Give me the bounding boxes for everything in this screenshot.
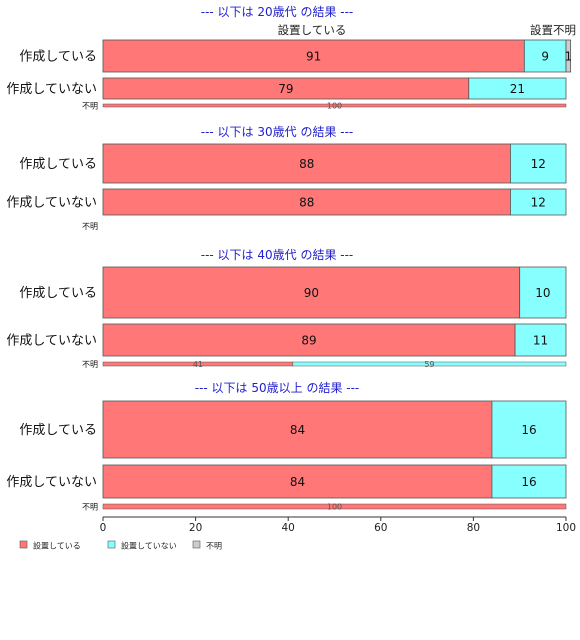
- x-tick-label: 60: [374, 522, 387, 534]
- row-label: 不明: [82, 360, 98, 369]
- legend-label: 設置している: [33, 541, 81, 551]
- data-label: 100: [327, 102, 342, 111]
- row-label: 作成している: [19, 50, 97, 65]
- data-label: 12: [531, 196, 546, 210]
- data-label: 89: [301, 334, 316, 348]
- bar-segment: [102, 503, 567, 510]
- bar-segment: [491, 400, 567, 459]
- bar-segment: [510, 143, 567, 184]
- bar-segment: [510, 188, 567, 216]
- data-label: 12: [531, 157, 546, 171]
- bar-segment: [292, 361, 567, 367]
- top-label-series: 設置している: [278, 23, 347, 37]
- bar-segment: [102, 323, 516, 357]
- x-tick-label: 20: [189, 522, 202, 534]
- data-label: 79: [278, 82, 293, 96]
- data-label: 90: [304, 286, 319, 300]
- row-label: 不明: [82, 102, 98, 111]
- panel-title: --- 以下は 30歳代 の結果 ---: [201, 125, 354, 139]
- top-label-unknown: 設置不明: [530, 23, 576, 37]
- data-label: 9: [541, 50, 549, 64]
- bar-segment: [468, 77, 567, 100]
- x-tick-label: 40: [282, 522, 295, 534]
- bar-segment: [565, 39, 572, 73]
- x-tick-label: 100: [556, 522, 576, 534]
- row-label: 作成していない: [6, 196, 97, 211]
- bar-segment: [514, 323, 567, 357]
- data-label: 16: [521, 475, 536, 489]
- row-label: 作成していない: [6, 334, 97, 349]
- data-label: 21: [510, 82, 525, 96]
- data-label: 16: [521, 423, 536, 437]
- data-label: 91: [306, 50, 321, 64]
- data-label: 11: [533, 334, 548, 348]
- bar-segment: [491, 464, 567, 499]
- data-label: 84: [290, 423, 305, 437]
- bar-segment: [102, 39, 525, 73]
- data-label: 100: [327, 503, 342, 512]
- data-label: 88: [299, 196, 314, 210]
- data-label: 41: [193, 360, 203, 369]
- data-label: 88: [299, 157, 314, 171]
- bar-segment: [102, 400, 493, 459]
- legend-label: 設置していない: [121, 541, 177, 551]
- legend-swatch: [107, 540, 116, 549]
- bar-segment: [519, 266, 567, 319]
- panel-title: --- 以下は 20歳代 の結果 ---: [201, 5, 354, 19]
- legend-label: 不明: [206, 542, 222, 551]
- data-label: 10: [535, 286, 550, 300]
- data-label: 59: [424, 360, 434, 369]
- bar-segment: [523, 39, 567, 73]
- row-label: 作成している: [19, 423, 97, 438]
- legend-swatch: [19, 540, 28, 549]
- x-tick-label: 0: [100, 522, 107, 534]
- row-label: 不明: [82, 222, 98, 231]
- row-label: 作成していない: [6, 82, 97, 97]
- data-label: 84: [290, 475, 305, 489]
- panel-title: --- 以下は 40歳代 の結果 ---: [201, 248, 354, 262]
- bar-segment: [102, 103, 567, 108]
- bar-segment: [102, 188, 511, 216]
- x-tick-label: 80: [467, 522, 480, 534]
- data-label: 1: [564, 50, 572, 64]
- row-label: 不明: [82, 503, 98, 512]
- bar-segment: [102, 143, 511, 184]
- row-label: 作成している: [19, 157, 97, 172]
- panel-title: --- 以下は 50歳以上 の結果 ---: [195, 381, 360, 395]
- legend-swatch: [192, 540, 201, 549]
- row-label: 作成していない: [6, 475, 97, 490]
- row-label: 作成している: [19, 286, 97, 301]
